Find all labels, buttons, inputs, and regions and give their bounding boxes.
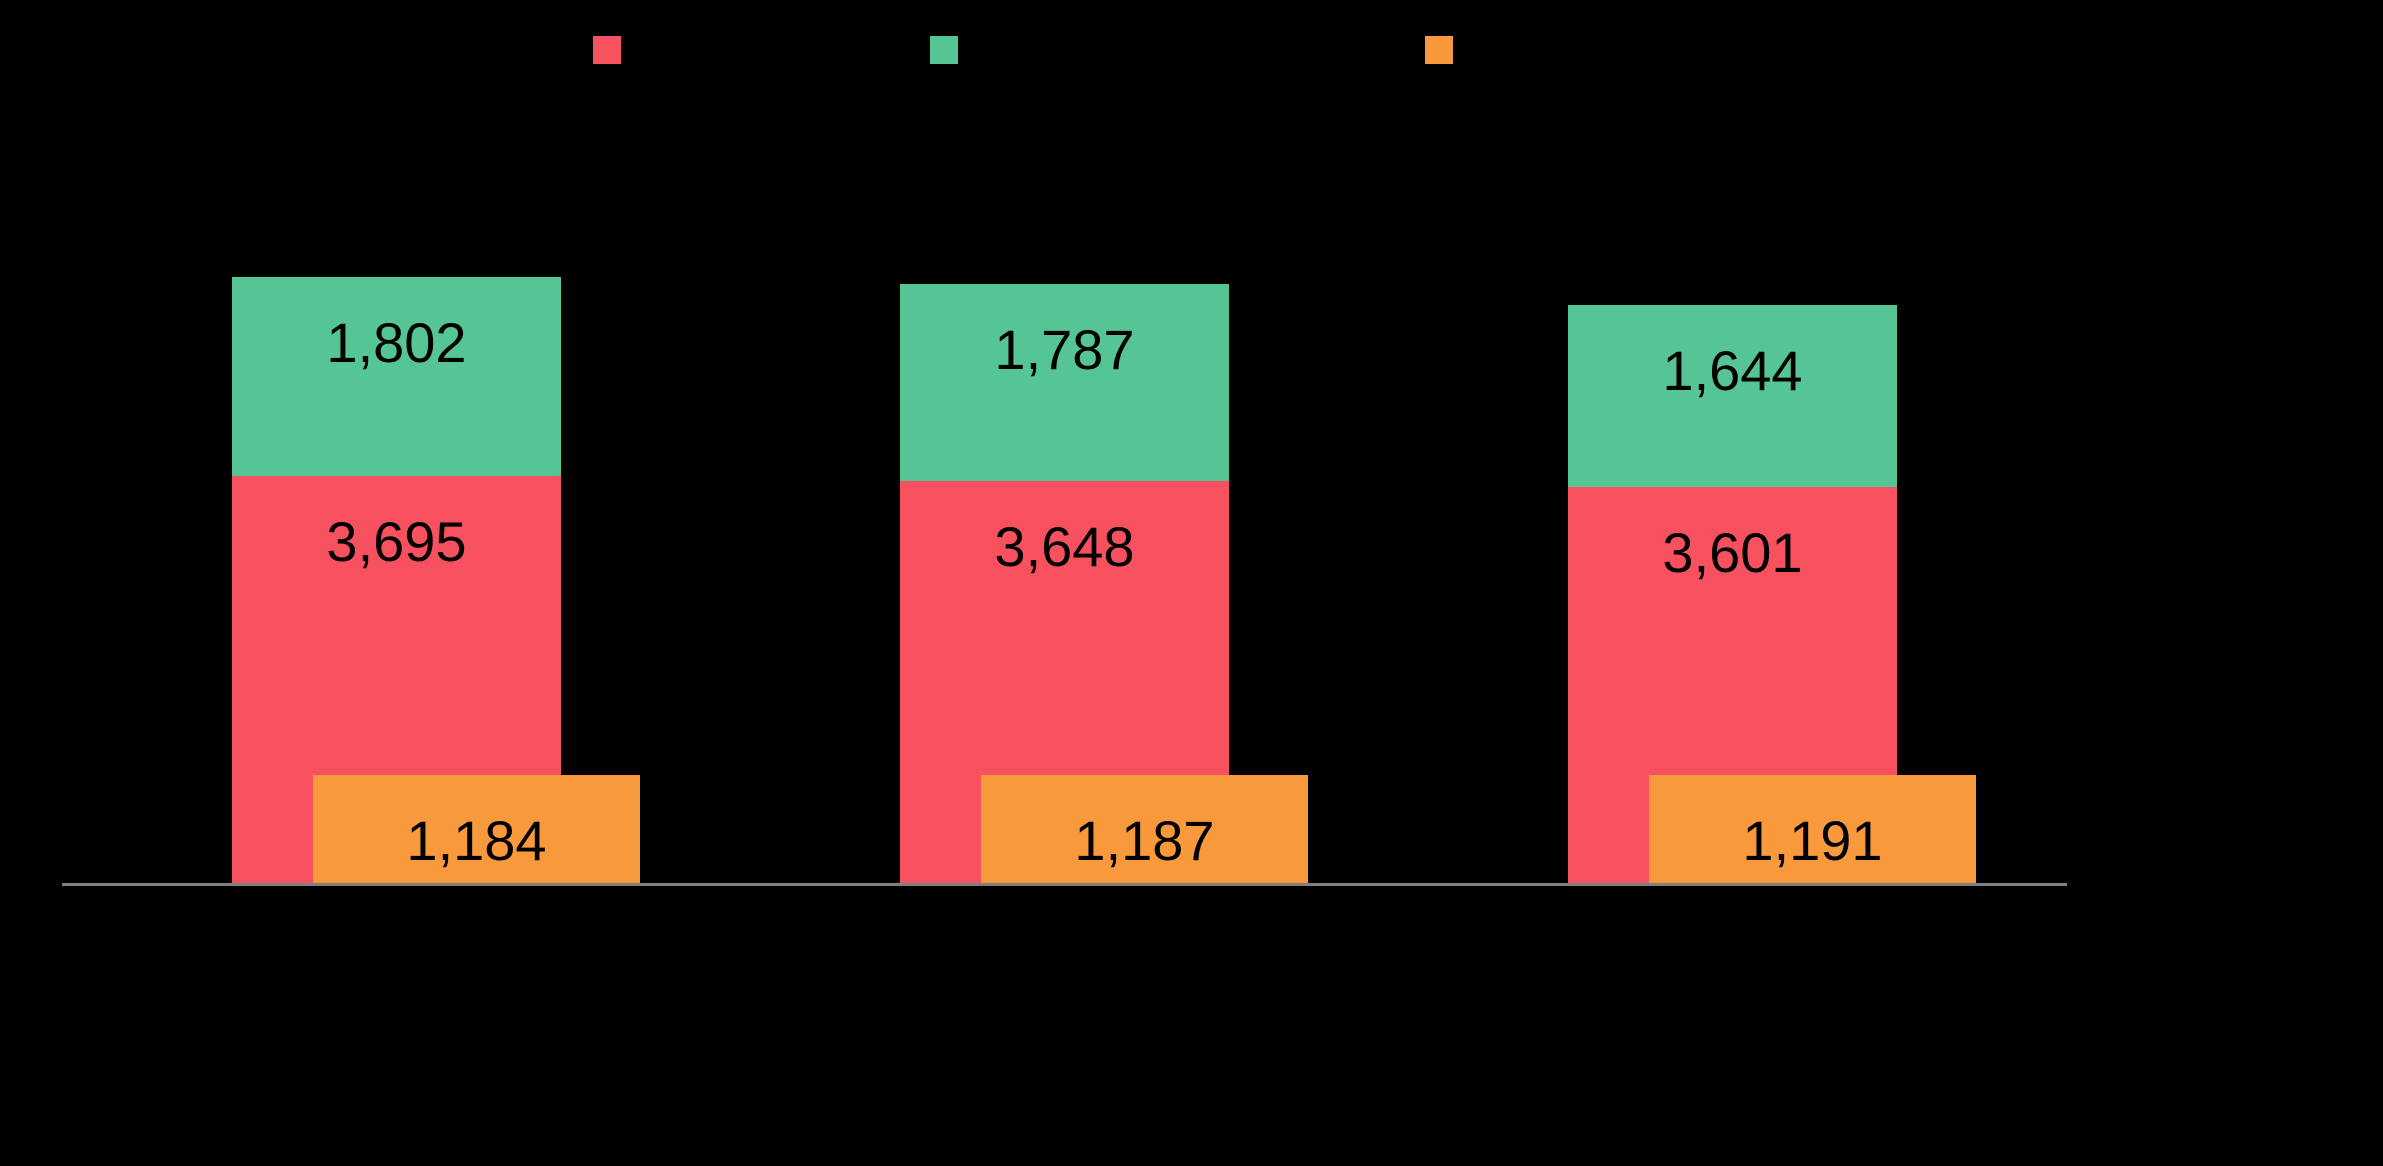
bar-segment-green-group-2[interactable]: 1,787 (900, 284, 1229, 482)
value-label: 1,184 (406, 809, 547, 873)
legend-swatch-green (930, 36, 958, 64)
value-label: 1,191 (1742, 808, 1883, 872)
value-label: 3,601 (1662, 520, 1803, 584)
x-axis-line (62, 883, 2067, 886)
value-label: 3,648 (994, 515, 1135, 579)
value-label: 3,695 (326, 510, 467, 574)
value-label: 1,802 (326, 311, 467, 375)
bar-overlay-orange-group-1[interactable]: 1,184 (313, 775, 640, 884)
bar-segment-green-group-3[interactable]: 1,644 (1568, 305, 1897, 487)
value-label: 1,787 (994, 318, 1135, 382)
bar-segment-green-group-1[interactable]: 1,802 (232, 277, 561, 477)
legend-item-green[interactable] (930, 36, 958, 64)
legend-swatch-red (593, 36, 621, 64)
bar-overlay-orange-group-3[interactable]: 1,191 (1649, 774, 1976, 884)
legend-item-red[interactable] (593, 36, 621, 64)
legend-swatch-orange (1425, 36, 1453, 64)
value-label: 1,644 (1662, 339, 1803, 403)
legend-item-orange[interactable] (1425, 36, 1453, 64)
bar-overlay-orange-group-2[interactable]: 1,187 (981, 774, 1308, 884)
value-label: 1,187 (1074, 808, 1215, 872)
